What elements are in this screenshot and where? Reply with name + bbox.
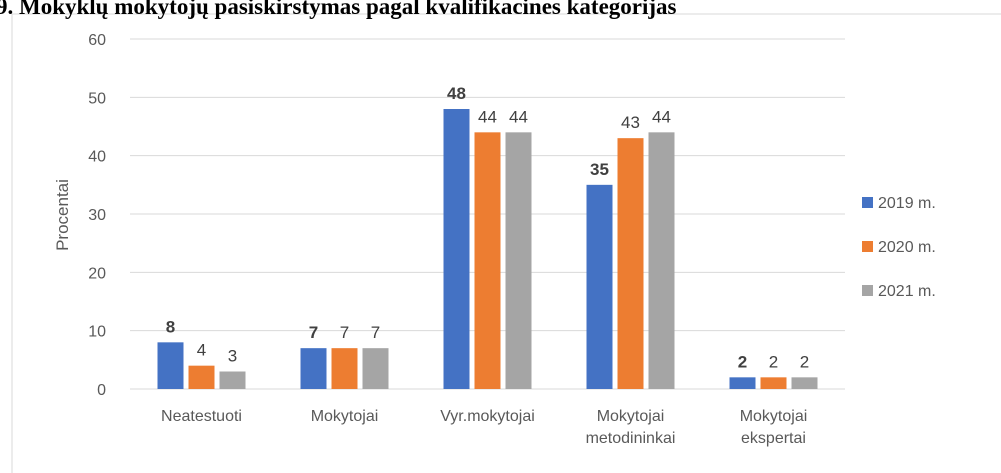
data-label: 8 xyxy=(166,317,175,336)
x-tick-label: Mokytojai xyxy=(310,408,379,425)
y-tick-label: 30 xyxy=(88,207,106,224)
data-label: 7 xyxy=(371,323,380,342)
data-label: 43 xyxy=(621,113,640,132)
bar xyxy=(300,348,327,389)
data-label: 2 xyxy=(769,352,778,371)
bar xyxy=(474,132,501,390)
bar xyxy=(729,377,756,389)
data-label: 44 xyxy=(478,107,497,126)
data-label: 2 xyxy=(800,352,809,371)
bar xyxy=(331,348,358,389)
bar xyxy=(617,138,644,389)
data-label: 3 xyxy=(228,347,237,366)
chart-border xyxy=(11,13,1001,473)
x-tick-label: Mokytojai metodininkai xyxy=(585,408,676,447)
bar xyxy=(648,132,675,390)
data-label: 44 xyxy=(652,107,671,126)
chart-title: 9. Mokyklų mokytojų pasiskirstymas pagal… xyxy=(0,0,677,19)
data-label: 44 xyxy=(509,107,528,126)
data-label: 7 xyxy=(309,323,318,342)
bar xyxy=(760,377,787,389)
x-tick-label: Mokytojai ekspertai xyxy=(739,408,808,447)
y-tick-label: 10 xyxy=(88,324,106,341)
legend-label: 2019 m. xyxy=(878,195,936,212)
legend-swatch xyxy=(862,241,873,252)
legend-label: 2021 m. xyxy=(878,283,936,300)
bar xyxy=(362,348,389,389)
legend-swatch xyxy=(862,285,873,296)
bar xyxy=(443,109,470,389)
data-label: 2 xyxy=(738,352,747,371)
y-tick-label: 60 xyxy=(88,32,106,49)
bar xyxy=(586,184,613,389)
bar xyxy=(791,377,818,389)
data-label: 48 xyxy=(447,84,466,103)
x-tick-label: Vyr.mokytojai xyxy=(440,408,535,425)
bar xyxy=(157,342,184,389)
bar xyxy=(219,371,246,389)
y-tick-label: 50 xyxy=(88,90,106,107)
y-tick-label: 40 xyxy=(88,149,106,166)
data-label: 7 xyxy=(340,323,349,342)
x-tick-label: Neatestuoti xyxy=(161,408,242,425)
bar xyxy=(188,365,215,389)
data-label: 35 xyxy=(590,160,609,179)
legend-swatch xyxy=(862,197,873,208)
bar xyxy=(505,132,532,390)
data-label: 4 xyxy=(197,341,206,360)
y-axis-label: Procentai xyxy=(53,179,72,251)
y-tick-label: 0 xyxy=(97,382,106,399)
legend-label: 2020 m. xyxy=(878,239,936,256)
y-tick-label: 20 xyxy=(88,265,106,282)
